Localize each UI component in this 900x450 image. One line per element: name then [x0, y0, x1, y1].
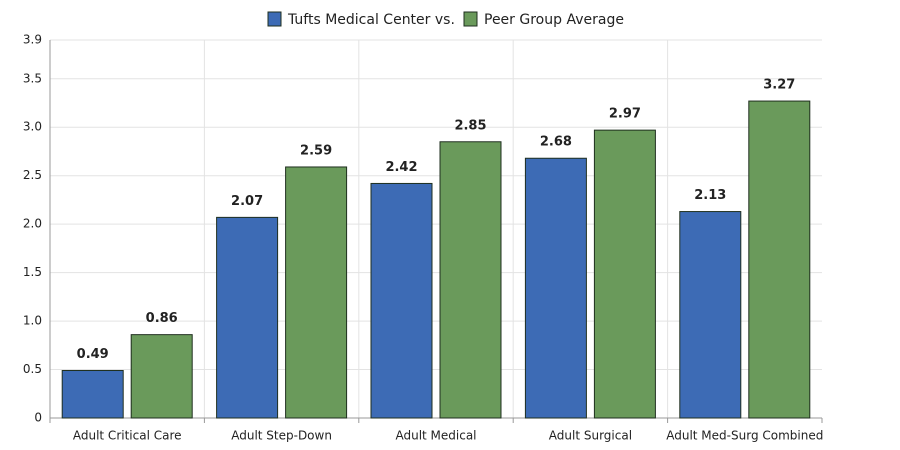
bar [593, 129, 656, 419]
y-tick-label: 1.5 [23, 265, 42, 279]
legend-swatch [267, 11, 282, 27]
x-tick-label: Adult Step-Down [231, 429, 332, 443]
x-tick-label: Adult Med-Surg Combined [666, 429, 823, 443]
value-label: 2.13 [694, 188, 726, 203]
value-label: 0.86 [146, 311, 178, 326]
y-tick-label: 2.5 [23, 168, 42, 182]
bar [216, 216, 279, 419]
y-tick-label: 3.0 [23, 120, 42, 134]
value-label: 2.42 [385, 160, 417, 175]
value-label: 2.85 [454, 118, 486, 133]
value-label: 2.59 [300, 143, 332, 158]
value-label: 0.49 [77, 347, 109, 362]
y-tick-label: 2.0 [23, 217, 42, 231]
y-tick-label: 0 [34, 411, 42, 425]
bar [61, 370, 124, 419]
bar [285, 166, 348, 419]
y-tick-label: 3.5 [23, 71, 42, 85]
bar [679, 211, 742, 419]
legend-label: Peer Group Average [484, 12, 624, 28]
bar [130, 334, 193, 419]
legend-swatch [463, 11, 478, 27]
x-tick-label: Adult Surgical [549, 429, 632, 443]
bar [748, 100, 811, 419]
bar [439, 141, 502, 419]
value-label: 3.27 [763, 78, 795, 93]
value-label: 2.97 [609, 107, 641, 122]
x-tick-label: Adult Critical Care [73, 429, 182, 443]
legend-label: Tufts Medical Center vs. [287, 12, 455, 28]
x-tick-label: Adult Medical [395, 429, 476, 443]
value-label: 2.07 [231, 194, 263, 209]
y-tick-label: 1.0 [23, 314, 42, 328]
y-tick-label: 3.9 [23, 33, 42, 47]
value-label: 2.68 [540, 135, 572, 150]
y-tick-label: 0.5 [23, 362, 42, 376]
bar [370, 182, 433, 419]
bar [524, 157, 587, 419]
